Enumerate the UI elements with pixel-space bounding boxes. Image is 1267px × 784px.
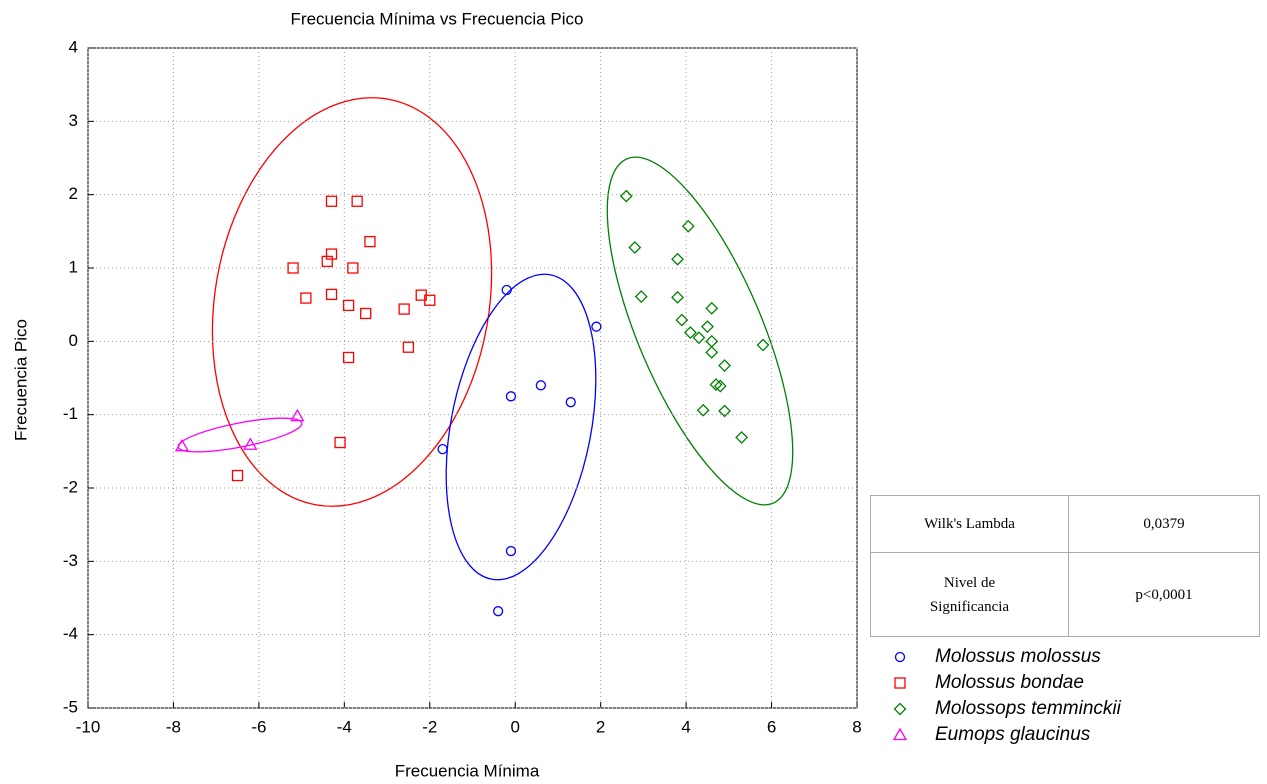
- point: [501, 284, 512, 296]
- point: [671, 252, 684, 266]
- x-tick-label: -2: [422, 717, 437, 736]
- stats-table: Wilk's Lambda 0,0379 Nivel de Significanc…: [870, 495, 1260, 637]
- point: [692, 331, 706, 345]
- point: [360, 307, 372, 320]
- point: [342, 299, 355, 312]
- y-tick-label: 1: [69, 257, 78, 276]
- point: [535, 380, 547, 391]
- y-tick-label: -5: [63, 697, 78, 716]
- point: [709, 378, 723, 392]
- point: [325, 248, 338, 260]
- point: [893, 702, 907, 716]
- y-tick-label: 3: [69, 111, 78, 130]
- legend-label: Molossus bondae: [935, 672, 1084, 693]
- legend-label: Molossops temminckii: [935, 698, 1122, 719]
- point: [894, 651, 906, 663]
- x-tick-label: -8: [166, 717, 181, 736]
- x-tick-label: 4: [681, 717, 690, 736]
- point: [671, 290, 684, 304]
- point: [705, 334, 719, 348]
- confidence-ellipse: [177, 417, 303, 453]
- table-cell: p<0,0001: [1068, 552, 1260, 637]
- point: [398, 303, 410, 315]
- point: [634, 290, 648, 304]
- point: [628, 241, 642, 254]
- point: [696, 403, 710, 417]
- point: [325, 195, 338, 207]
- point: [437, 443, 448, 455]
- point: [565, 397, 576, 408]
- point: [492, 606, 504, 617]
- ellipses: [177, 97, 794, 581]
- point: [675, 313, 689, 327]
- point: [713, 379, 727, 393]
- y-tick-label: -3: [63, 551, 78, 570]
- point: [591, 321, 602, 332]
- point: [735, 430, 749, 444]
- point: [325, 288, 338, 301]
- y-tick-label: 2: [69, 184, 78, 203]
- legend-label: Eumops glaucinus: [935, 724, 1091, 745]
- point: [505, 545, 517, 557]
- point: [705, 345, 719, 359]
- point: [321, 255, 333, 268]
- y-tick-label: -4: [63, 624, 78, 643]
- x-tick-label: -10: [76, 717, 101, 736]
- point: [174, 438, 190, 452]
- x-tick-label: -4: [337, 717, 352, 736]
- y-tick-label: 4: [69, 37, 78, 56]
- point: [231, 469, 244, 482]
- x-tick-label: 2: [596, 717, 605, 736]
- point: [619, 189, 633, 203]
- point: [424, 294, 436, 306]
- chart-title: Frecuencia Mínima vs Frecuencia Pico: [291, 9, 584, 28]
- table-cell: Nivel de Significancia: [870, 552, 1069, 637]
- point: [300, 292, 312, 304]
- point: [402, 341, 415, 353]
- y-tick-label: -1: [63, 404, 78, 423]
- confidence-ellipse: [211, 97, 493, 507]
- legend-label: Molossus molossus: [935, 646, 1101, 667]
- y-tick-label: 0: [69, 331, 78, 350]
- point: [243, 437, 258, 450]
- x-axis-label: Frecuencia Mínima: [395, 761, 540, 780]
- point: [364, 235, 376, 248]
- table-cell: 0,0379: [1068, 495, 1260, 553]
- table-cell: Wilk's Lambda: [870, 495, 1069, 553]
- point: [334, 436, 346, 449]
- confidence-ellipse: [445, 273, 597, 581]
- point: [347, 262, 359, 274]
- x-tick-label: -6: [251, 717, 266, 736]
- confidence-ellipse: [606, 156, 794, 506]
- point: [718, 404, 731, 418]
- point: [718, 359, 731, 372]
- y-axis-label: Frecuencia Pico: [11, 319, 30, 441]
- point: [290, 408, 305, 422]
- x-tick-label: 6: [767, 717, 776, 736]
- point: [756, 338, 770, 352]
- point: [683, 326, 697, 339]
- point: [892, 727, 908, 741]
- y-tick-label: -2: [63, 477, 78, 496]
- point: [505, 391, 517, 402]
- point: [681, 219, 695, 233]
- point: [351, 195, 363, 207]
- point: [894, 677, 906, 689]
- x-tick-label: 0: [510, 717, 519, 736]
- point: [287, 262, 299, 274]
- point: [705, 301, 719, 315]
- point: [342, 351, 355, 364]
- x-tick-label: 8: [852, 717, 861, 736]
- point: [701, 320, 714, 334]
